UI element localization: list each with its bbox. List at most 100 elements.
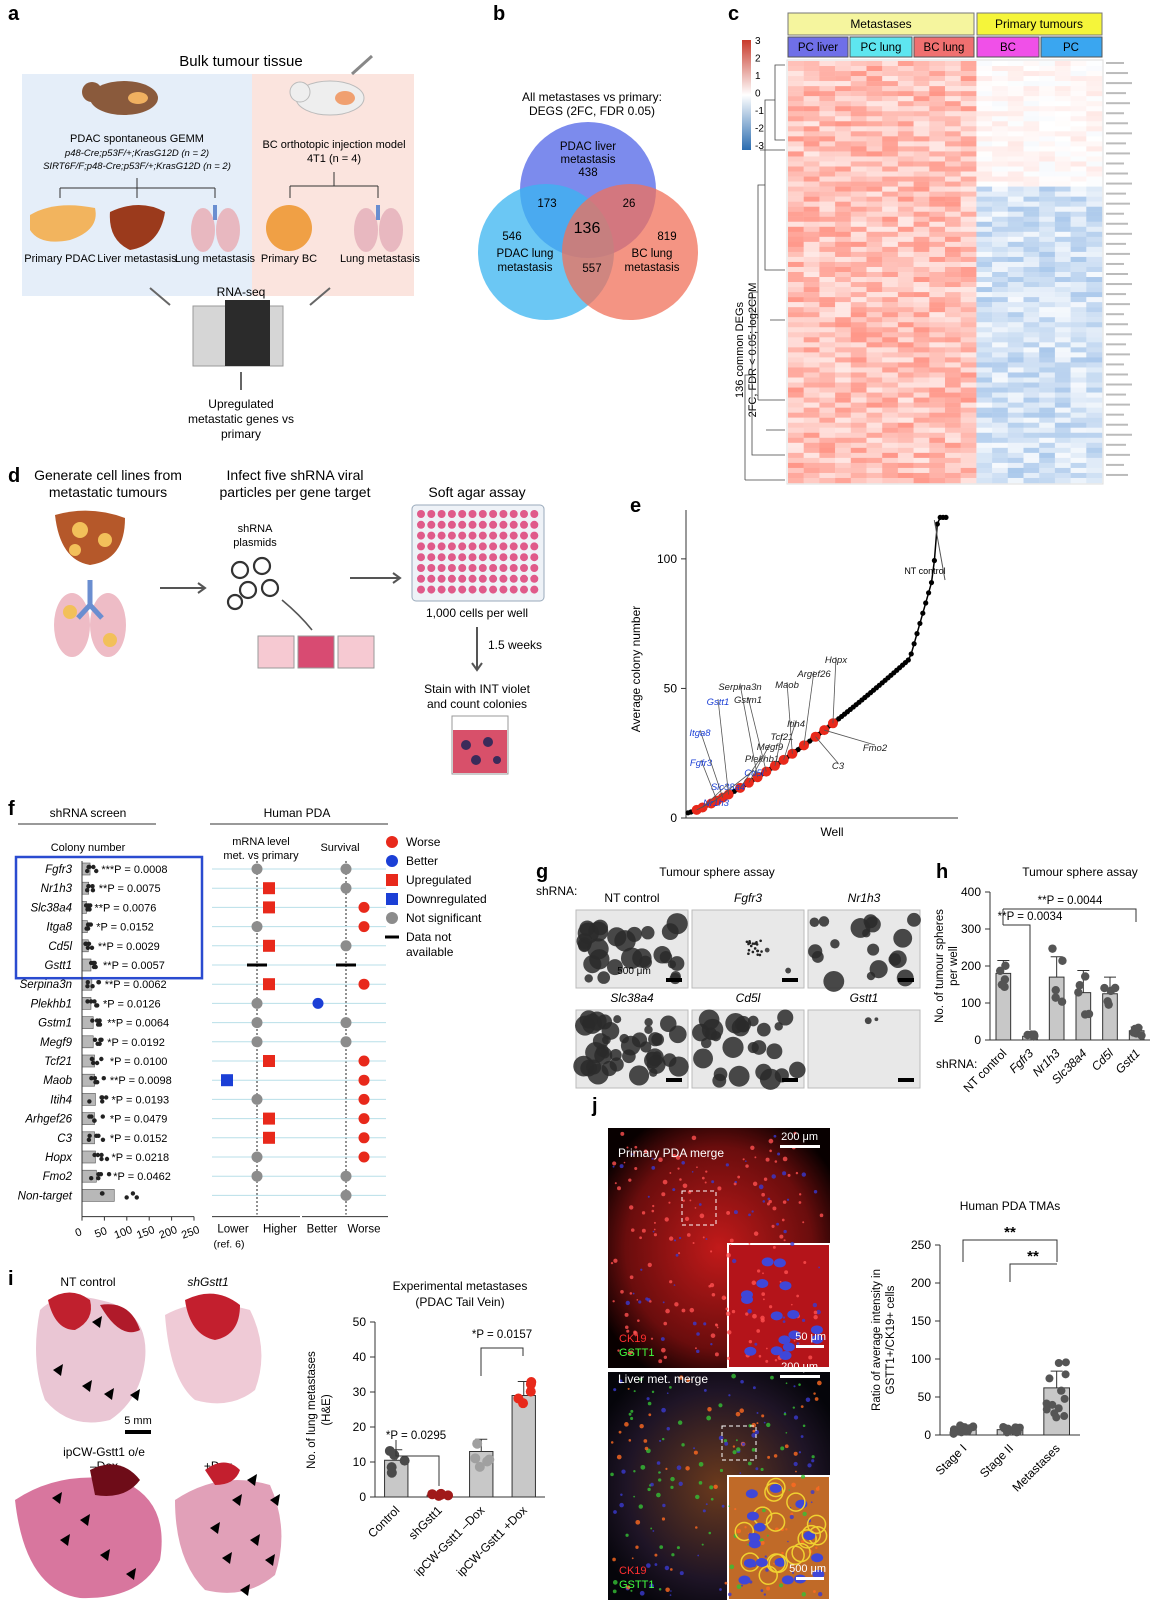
- heatmap-cell: [1070, 432, 1087, 438]
- if-signal: [793, 1461, 798, 1467]
- plate-well: [520, 542, 528, 551]
- heatmap-cell: [788, 111, 804, 117]
- heatmap-cell: [929, 91, 946, 97]
- legend-label: Upregulated: [406, 873, 471, 887]
- heatmap-cell: [929, 382, 946, 388]
- heatmap-cell: [866, 156, 883, 162]
- heatmap-cell: [850, 226, 867, 233]
- sphere: [777, 1009, 794, 1026]
- plate-well: [489, 564, 498, 572]
- heatmap-cell: [1086, 362, 1103, 368]
- heatmap-cell: [803, 352, 820, 358]
- if-nucleus: [738, 1575, 751, 1585]
- rnaseq-label: RNA-seq: [217, 285, 266, 299]
- gene-label: Cd5l: [48, 941, 72, 953]
- heatmap-cell: [929, 246, 946, 253]
- mrna-ns: [251, 1017, 263, 1029]
- heatmap-cell: [929, 101, 946, 107]
- arrowhead: [82, 1380, 92, 1392]
- surv-ns: [340, 1170, 352, 1182]
- heatmap-cell: [992, 151, 1008, 157]
- if-signal: [612, 1580, 618, 1585]
- heatmap-cell: [945, 221, 961, 227]
- heatmap-cell: [803, 342, 820, 348]
- heatmap-cell: [866, 256, 883, 263]
- if-signal: [771, 1224, 775, 1228]
- x-axis-label: Well: [820, 825, 843, 839]
- if-signal: [815, 1487, 820, 1491]
- if-signal: [754, 1156, 757, 1159]
- if-signal: [776, 1222, 779, 1226]
- heatmap-cell: [850, 327, 867, 333]
- heatmap-cell: [929, 261, 946, 268]
- if-signal: [751, 1433, 757, 1438]
- if-signal: [640, 1464, 646, 1470]
- heatmap-cell: [850, 231, 867, 238]
- if-signal: [747, 1543, 749, 1546]
- heatmap-cell: [976, 156, 993, 162]
- plate-well: [499, 564, 508, 572]
- heatmap-cell: [976, 332, 993, 338]
- heatmap-cell: [1070, 372, 1087, 378]
- data-point: [1027, 1030, 1036, 1039]
- heatmap-cell: [882, 412, 899, 418]
- heatmap-cell: [976, 221, 993, 227]
- heatmap-cell: [803, 266, 820, 273]
- heatmap-cell: [897, 261, 914, 268]
- if-signal: [679, 1375, 684, 1380]
- heatmap-cell: [976, 216, 993, 222]
- heatmap-cell: [1039, 201, 1056, 207]
- heatmap-cell: [913, 146, 930, 152]
- if-signal: [710, 1250, 713, 1253]
- heatmap-cell: [835, 387, 851, 393]
- heatmap-cell: [1086, 437, 1103, 444]
- heatmap-cell: [945, 447, 961, 454]
- heatmap-cell: [992, 61, 1008, 67]
- if-signal: [786, 1198, 790, 1201]
- heatmap-cell: [976, 81, 993, 87]
- heatmap-cell: [960, 131, 977, 137]
- colony-dot: [84, 926, 89, 931]
- if-signal: [762, 1200, 766, 1203]
- sphere: [866, 971, 876, 981]
- heatmap-cell: [897, 171, 914, 177]
- heatmap-cell: [992, 86, 1008, 92]
- heatmap-cell: [929, 327, 946, 333]
- heatmap-cell: [976, 457, 993, 464]
- heatmap-cell: [960, 307, 977, 313]
- if-signal: [652, 1204, 655, 1208]
- heatmap-cell: [1086, 342, 1103, 348]
- heatmap-cell: [1086, 171, 1103, 177]
- heatmap-cell: [992, 211, 1008, 217]
- heatmap-cell: [945, 61, 961, 67]
- heatmap-cell: [1039, 211, 1056, 217]
- if-signal: [613, 1258, 618, 1263]
- heatmap-cell: [866, 146, 883, 152]
- heatmap-cell: [882, 302, 899, 308]
- heatmap-cell: [1023, 407, 1040, 413]
- sphere: [808, 944, 823, 959]
- data-point: [1075, 981, 1084, 990]
- if-signal: [661, 1192, 666, 1197]
- heatmap-cell: [1039, 457, 1056, 464]
- heatmap-cell: [1023, 372, 1040, 378]
- heatmap-cell: [913, 417, 930, 423]
- heatmap-cell: [1070, 302, 1087, 308]
- heatmap-cell: [1070, 156, 1087, 162]
- heatmap-cell: [1007, 442, 1024, 449]
- heatmap-cell: [897, 362, 914, 368]
- if-signal: [818, 1266, 820, 1269]
- heatmap-cell: [897, 166, 914, 172]
- heatmap-cell: [835, 342, 851, 348]
- heatmap-cell: [819, 287, 836, 293]
- sphere: [823, 970, 845, 992]
- heatmap-cell: [913, 86, 930, 92]
- heatmap-cell: [788, 432, 804, 438]
- if-signal: [793, 1451, 798, 1456]
- if-signal: [659, 1545, 664, 1549]
- heatmap-cell: [1070, 452, 1087, 459]
- legend-symbol: [386, 912, 398, 924]
- heatmap-cell: [897, 282, 914, 288]
- heatmap-cell: [976, 377, 993, 383]
- heatmap-cell: [1039, 86, 1056, 92]
